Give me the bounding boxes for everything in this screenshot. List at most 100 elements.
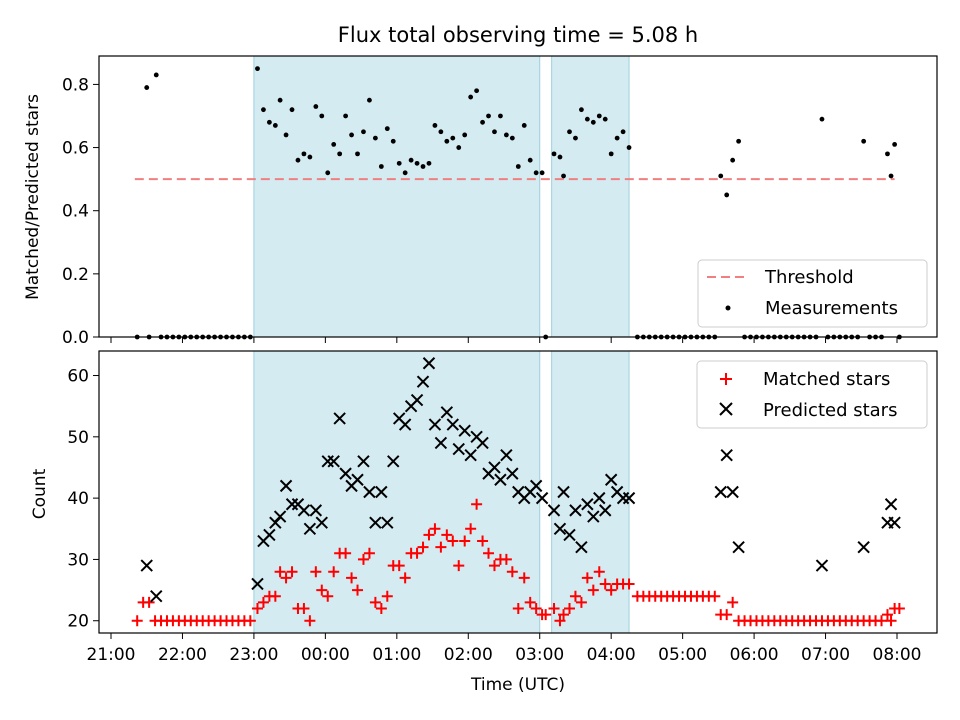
matched-star-point [316,584,328,596]
matched-star-point [885,615,897,627]
legend-measurements-label: Measurements [765,298,898,319]
matched-star-point [143,596,155,608]
matched-star-point [417,541,429,553]
legend-measurements-swatch [725,305,731,311]
predicted-star-point [440,406,454,419]
predicted-star-point [732,540,745,554]
matched-star-point [623,578,635,590]
x-tick-label: 06:00 [730,645,779,665]
x-tick-label: 02:00 [444,645,493,665]
matched-star-point [322,590,334,602]
predicted-star-point [369,516,382,529]
y-tick-label: 0.8 [62,75,89,95]
y-tick-label: 0.4 [62,202,89,222]
bottom-y-axis-label: Count [30,468,50,519]
measurement-point [521,123,527,128]
matched-star-point [593,566,605,578]
predicted-star-point [452,442,465,456]
matched-star-point [269,590,281,602]
matched-star-point [423,529,435,541]
measurement-point [596,113,602,119]
measurement-point [551,151,557,157]
matched-star-point [357,553,369,565]
measurement-point [602,116,608,122]
measurement-point [557,154,563,160]
matched-star-point [257,596,269,608]
matched-star-point [564,602,575,614]
predicted-star-point [410,393,424,407]
measurement-point [289,107,295,113]
matched-star-point [131,615,143,627]
predicted-star-point [446,418,459,431]
x-tick-label: 03:00 [515,645,564,665]
measurement-point [888,173,894,179]
measurement-point [486,113,491,119]
measurement-point [503,132,509,138]
matched-star-point [721,609,733,621]
measurement-point [573,135,578,141]
predicted-star-point [593,491,606,505]
predicted-star-point [488,461,501,474]
legend-matched-swatch [720,373,732,385]
predicted-star-point [428,418,442,431]
predicted-star-point [563,528,576,542]
predicted-star-point [506,467,519,480]
matched-star-point [453,560,465,572]
measurement-point [266,119,272,125]
matched-star-point [363,547,375,559]
matched-star-point [500,553,512,565]
matched-star-point [340,547,352,559]
measurement-point [736,138,742,144]
measurement-point [402,170,408,176]
matched-star-point [286,566,298,578]
measurement-point [533,170,539,176]
predicted-star-point [309,504,323,517]
predicted-star-point [547,504,561,517]
predicted-star-point [557,485,570,499]
matched-star-point [352,584,364,596]
top-panel: 0.00.20.40.60.8 Matched/Predicted stars … [23,55,938,348]
predicted-star-point [587,510,600,523]
x-tick-label: 04:00 [587,645,636,665]
predicted-star-point [387,455,400,468]
top-legend: Threshold Measurements [697,259,928,328]
predicted-star-point [857,540,870,554]
measurement-point [614,135,620,141]
y-tick-label: 60 [67,367,89,387]
measurement-point [539,170,545,176]
y-tick-label: 20 [67,612,89,632]
measurement-point [444,138,450,144]
matched-star-point [441,529,453,541]
observing-interval-shade [551,55,630,338]
top-axes-frame [98,55,938,338]
measurement-point [372,135,378,141]
predicted-star-point [884,498,898,511]
measurement-point [261,107,266,113]
measurement-point [325,170,331,176]
y-tick-label: 40 [67,489,89,509]
measurement-point [718,173,724,179]
predicted-star-point [315,516,328,529]
measurement-point [509,135,515,141]
matched-star-point [274,566,286,578]
x-tick-label: 05:00 [658,645,707,665]
predicted-star-point [720,449,733,462]
matched-star-point [465,523,477,535]
matched-star-point [244,615,256,627]
measurement-point [414,160,420,166]
measurement-point [272,123,278,128]
y-tick-label: 30 [67,550,89,570]
bottom-panel: 20 30 40 50 60 21:00 22:00 23:00 00:00 01:00 02:0… [30,350,938,695]
matched-star-point [727,596,739,608]
measurement-point [608,151,614,157]
predicted-star-point [529,479,543,493]
observing-interval-shade [253,350,541,634]
predicted-star-point [375,485,388,499]
x-tick-label: 22:00 [158,645,207,665]
predicted-star-point [726,485,739,499]
measurement-point [319,113,325,119]
measurement-point [277,97,283,103]
measurement-point [885,151,890,157]
predicted-star-point [434,436,448,450]
predicted-star-point [458,424,471,437]
